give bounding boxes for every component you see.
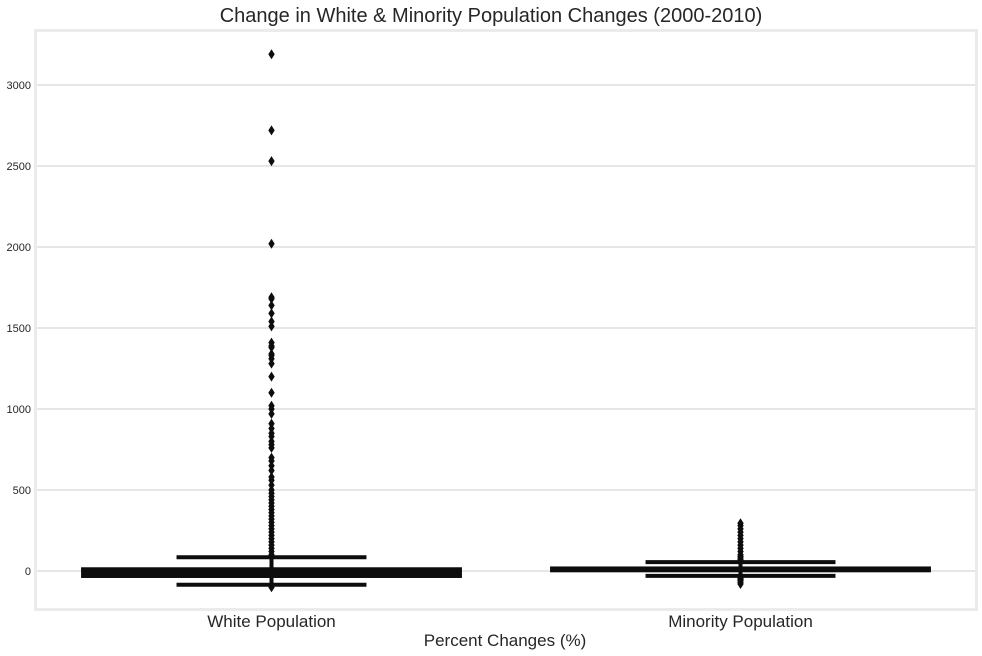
outlier-point [268, 549, 275, 560]
x-tick-label: Minority Population [668, 612, 813, 631]
plot-area [34, 29, 978, 611]
outlier-point [268, 308, 275, 319]
x-axis-label: Percent Changes (%) [424, 631, 587, 650]
outlier-point [268, 442, 275, 453]
outlier-point [268, 582, 275, 593]
y-axis-ticks: 0 500 1000 1500 2000 2500 3000 [7, 80, 31, 578]
outlier-point [268, 371, 275, 382]
y-tick-label: 0 [25, 566, 31, 578]
outlier-point [268, 238, 275, 249]
outlier-point [268, 465, 275, 476]
y-tick-label: 1500 [7, 323, 31, 335]
outlier-point [737, 556, 744, 567]
chart-title: Change in White & Minority Population Ch… [220, 5, 763, 27]
outlier-point [268, 300, 275, 311]
outlier-point [268, 293, 275, 304]
outlier-point [268, 358, 275, 369]
x-axis-ticks: White Population Minority Population [207, 612, 813, 631]
y-tick-label: 500 [13, 485, 31, 497]
y-tick-label: 2000 [7, 242, 31, 254]
outlier-point [268, 408, 275, 419]
outlier-point [268, 125, 275, 136]
outlier-point [268, 49, 275, 60]
outlier-point [737, 578, 744, 589]
outlier-point [268, 387, 275, 398]
boxes [81, 49, 931, 593]
outlier-point [268, 156, 275, 167]
y-tick-label: 2500 [7, 161, 31, 173]
gridlines [37, 84, 975, 572]
box-white-population [81, 49, 462, 593]
y-tick-label: 1000 [7, 404, 31, 416]
outlier-point [268, 342, 275, 353]
y-tick-label: 3000 [7, 80, 31, 92]
outlier-point [268, 321, 275, 332]
x-tick-label: White Population [207, 612, 336, 631]
box-minority-population [550, 518, 931, 589]
